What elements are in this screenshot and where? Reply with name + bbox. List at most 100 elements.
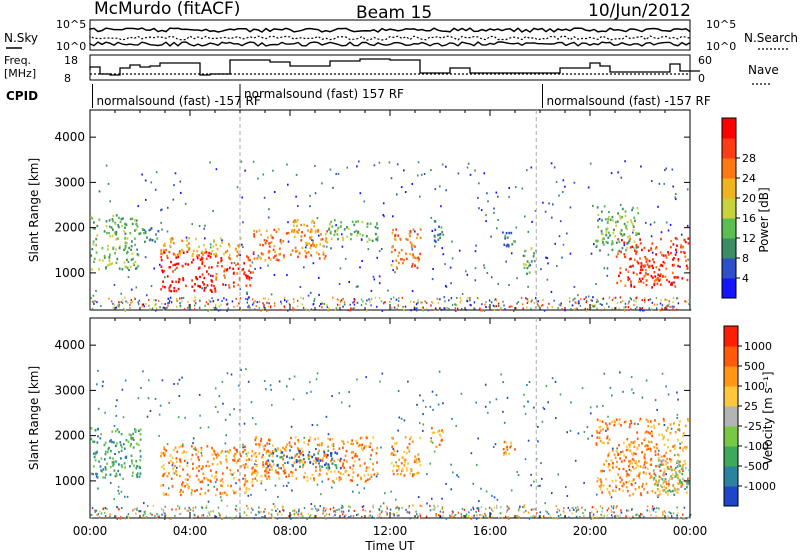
echo-cell xyxy=(250,511,252,514)
echo-cell xyxy=(673,276,676,279)
echo-cell xyxy=(247,256,250,259)
echo-cell xyxy=(570,308,572,310)
echo-cell xyxy=(473,307,475,310)
echo-cell xyxy=(341,464,344,468)
echo-cell xyxy=(296,218,299,222)
echo-cell xyxy=(161,208,163,211)
echo-cell xyxy=(127,301,129,304)
echo-cell xyxy=(97,487,99,490)
echo-cell xyxy=(398,514,400,517)
echo-cell xyxy=(571,309,573,311)
echo-cell xyxy=(460,392,463,395)
echo-cell xyxy=(195,277,198,280)
echo-cell xyxy=(296,447,299,450)
echo-cell xyxy=(663,435,665,438)
echo-cell xyxy=(257,254,260,257)
echo-cell xyxy=(639,271,641,275)
nave-tick-high: 60 xyxy=(698,54,712,67)
echo-cell xyxy=(680,250,682,254)
echo-cell xyxy=(212,245,215,248)
echo-cell xyxy=(615,486,618,489)
echo-cell xyxy=(508,231,511,235)
echo-cell xyxy=(193,304,196,307)
echo-cell xyxy=(331,462,334,465)
echo-cell xyxy=(219,237,222,240)
echo-cell xyxy=(298,449,301,453)
echo-cell xyxy=(430,216,433,219)
echo-cell xyxy=(410,309,412,312)
echo-cell xyxy=(124,226,126,229)
echo-cell xyxy=(272,460,274,463)
echo-cell xyxy=(469,173,472,176)
echo-cell xyxy=(199,426,202,429)
echo-cell xyxy=(352,308,354,311)
echo-cell xyxy=(318,276,320,279)
echo-cell xyxy=(230,373,233,376)
echo-cell xyxy=(591,303,593,306)
echo-cell xyxy=(267,236,269,239)
echo-cell xyxy=(131,301,134,303)
echo-cell xyxy=(677,258,680,261)
echo-cell xyxy=(254,438,257,442)
echo-cell xyxy=(215,168,218,171)
echo-cell xyxy=(470,452,473,455)
echo-cell xyxy=(405,452,408,455)
echo-cell xyxy=(625,481,628,484)
echo-cell xyxy=(651,490,654,493)
echo-cell xyxy=(617,171,619,174)
echo-cell xyxy=(162,280,164,283)
echo-cell xyxy=(201,250,204,253)
echo-cell xyxy=(324,515,326,517)
echo-cell xyxy=(574,459,577,462)
echo-cell xyxy=(635,231,637,235)
colorbar-swatch xyxy=(724,426,738,447)
echo-cell xyxy=(526,306,528,309)
echo-cell xyxy=(256,471,259,475)
echo-cell xyxy=(619,271,622,274)
echo-cell xyxy=(160,258,163,262)
echo-cell xyxy=(669,423,672,426)
echo-cell xyxy=(92,472,94,476)
echo-cell xyxy=(666,278,668,282)
echo-cell xyxy=(269,451,272,455)
echo-cell xyxy=(190,458,193,461)
echo-cell xyxy=(212,300,214,303)
echo-cell xyxy=(623,253,626,256)
echo-cell xyxy=(655,297,658,299)
echo-cell xyxy=(170,477,173,480)
echo-cell xyxy=(268,462,271,465)
echo-cell xyxy=(510,441,512,444)
echo-cell xyxy=(321,182,323,185)
echo-cell xyxy=(649,476,652,480)
echo-cell xyxy=(178,251,181,255)
echo-cell xyxy=(571,507,573,509)
echo-cell xyxy=(290,514,292,517)
echo-cell xyxy=(294,436,297,439)
echo-cell xyxy=(356,474,359,477)
echo-cell xyxy=(551,377,554,380)
echo-cell xyxy=(387,289,389,292)
echo-cell xyxy=(632,493,635,496)
echo-cell xyxy=(626,509,628,512)
echo-cell xyxy=(608,231,610,234)
echo-cell xyxy=(595,283,597,286)
echo-cell xyxy=(138,299,141,302)
echo-cell xyxy=(302,453,305,457)
echo-cell xyxy=(320,493,322,496)
echo-cell xyxy=(244,463,247,466)
echo-cell xyxy=(183,450,185,453)
echo-cell xyxy=(244,445,246,448)
echo-cell xyxy=(399,237,402,241)
echo-cell xyxy=(237,262,239,265)
echo-cell xyxy=(331,443,334,447)
echo-cell xyxy=(90,427,93,430)
echo-cell xyxy=(685,264,688,267)
echo-cell xyxy=(663,182,665,185)
echo-cell xyxy=(456,304,458,307)
echo-cell xyxy=(606,424,609,427)
echo-cell xyxy=(688,469,691,472)
echo-cell xyxy=(199,275,201,279)
echo-cell xyxy=(116,257,119,261)
echo-cell xyxy=(110,300,113,303)
echo-cell xyxy=(658,268,661,271)
